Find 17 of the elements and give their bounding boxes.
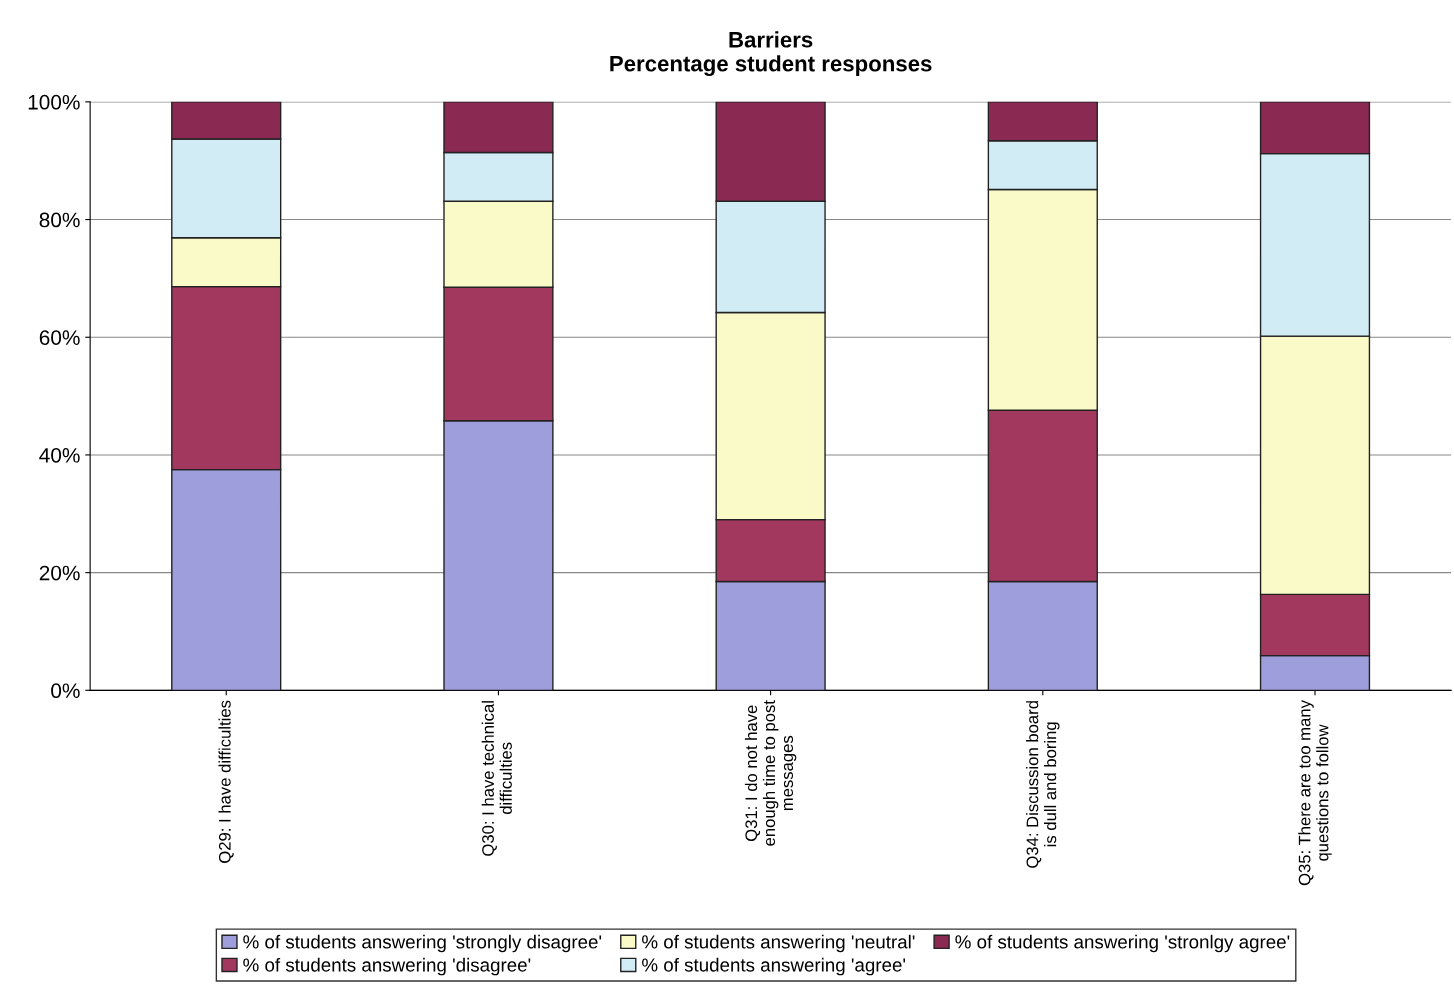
- legend-label: % of students answering 'disagree': [243, 957, 531, 976]
- y-tick-label: 100%: [28, 94, 80, 110]
- legend-label: % of students answering 'agree': [642, 957, 906, 976]
- x-tick-label: Q30: I have technical difficulties: [481, 701, 512, 856]
- y-tick-label: 40%: [39, 447, 80, 463]
- legend-label: % of students answering 'neutral': [642, 934, 915, 953]
- x-tick-label: Q31: I do not have enough time to post messages: [744, 700, 797, 846]
- y-tick-label: 60%: [39, 330, 80, 345]
- y-tick-label: 20%: [39, 565, 80, 581]
- x-tick-label: Q29: I have difficulties: [218, 700, 234, 863]
- y-tick-label: 0%: [51, 683, 80, 699]
- chart-title: Barriers Percentage student responses: [610, 31, 932, 77]
- legend-label: % of students answering 'strongly disagree': [243, 934, 602, 953]
- legend-label: % of students answering 'stronlgy agree': [955, 934, 1290, 953]
- x-tick-label: Q34: Discussion board is dull and boring: [1026, 701, 1060, 868]
- x-tick-label: Q35: There are too many questions to follow: [1298, 700, 1332, 886]
- y-tick-label: 80%: [39, 212, 80, 228]
